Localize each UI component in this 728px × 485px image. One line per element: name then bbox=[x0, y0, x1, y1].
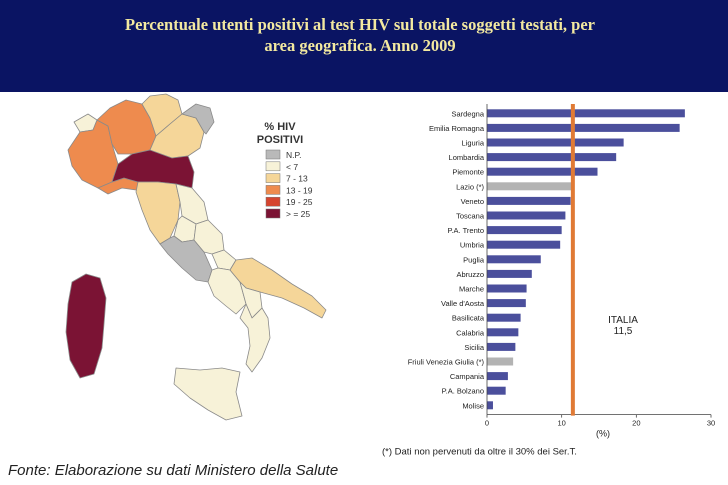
bar bbox=[487, 313, 521, 322]
x-tick-label: 10 bbox=[557, 419, 565, 428]
legend-title-line-2: POSITIVI bbox=[257, 134, 303, 146]
x-tick-label: 0 bbox=[485, 419, 489, 428]
legend-label: 7 - 13 bbox=[286, 174, 308, 184]
legend-title-line-1: % HIV bbox=[264, 121, 296, 133]
x-axis-label: (%) bbox=[596, 429, 610, 439]
category-label: Lombardia bbox=[449, 153, 485, 162]
bar bbox=[487, 109, 685, 118]
region-friuli bbox=[181, 103, 215, 135]
category-label: Abruzzo bbox=[456, 270, 484, 279]
category-label: Campania bbox=[450, 372, 485, 381]
region-toscana bbox=[135, 181, 181, 245]
category-label: Basilicata bbox=[452, 314, 485, 323]
region-calabria bbox=[239, 303, 271, 373]
title-line-2: area geografica. Anno 2009 bbox=[264, 36, 456, 55]
bar bbox=[487, 255, 541, 264]
bar bbox=[487, 240, 561, 249]
bar bbox=[487, 123, 680, 132]
region-sardegna bbox=[65, 273, 107, 379]
category-label: Friuli Venezia Giulia (*) bbox=[408, 358, 485, 367]
legend-label: 19 - 25 bbox=[286, 197, 313, 207]
legend-swatch bbox=[265, 161, 281, 172]
legend-label: N.P. bbox=[286, 150, 301, 160]
legend-swatch bbox=[265, 173, 281, 183]
italia-label: ITALIA bbox=[608, 315, 638, 326]
bar bbox=[487, 153, 617, 162]
category-label: Marche bbox=[459, 285, 484, 294]
category-label: Piemonte bbox=[452, 168, 484, 177]
category-label: Veneto bbox=[461, 197, 484, 206]
category-label: Sardegna bbox=[451, 109, 484, 118]
region-sicilia bbox=[173, 367, 243, 421]
category-label: P.A. Trento bbox=[447, 226, 484, 235]
legend-swatch bbox=[265, 196, 281, 207]
bar bbox=[487, 401, 493, 410]
category-label: Molise bbox=[462, 401, 484, 410]
bar bbox=[487, 372, 508, 381]
legend-swatch bbox=[265, 208, 281, 219]
bar bbox=[487, 226, 562, 235]
bar bbox=[487, 357, 514, 366]
title-line-1: Percentuale utenti positivi al test HIV … bbox=[124, 15, 596, 34]
bar bbox=[487, 167, 598, 176]
bar bbox=[487, 211, 566, 220]
category-label: Umbria bbox=[460, 241, 485, 250]
italia-value: 11,5 bbox=[614, 326, 633, 337]
legend-swatch bbox=[265, 149, 281, 160]
bar bbox=[487, 342, 516, 351]
page-title: Percentuale utenti positivi al test HIV … bbox=[40, 14, 680, 56]
chart-footnote: (*) Dati non pervenuti da oltre il 30% d… bbox=[382, 447, 577, 458]
category-label: Puglia bbox=[463, 255, 485, 264]
x-tick-label: 30 bbox=[707, 419, 715, 428]
bar bbox=[487, 138, 624, 147]
category-label: Valle d'Aosta bbox=[441, 299, 485, 308]
legend-label: > = 25 bbox=[286, 209, 310, 219]
legend-label: < 7 bbox=[286, 162, 298, 172]
category-label: P.A. Bolzano bbox=[442, 387, 484, 396]
x-tick-label: 20 bbox=[632, 419, 640, 428]
category-label: Toscana bbox=[456, 212, 485, 221]
bar bbox=[487, 196, 571, 205]
title-banner: Percentuale utenti positivi al test HIV … bbox=[0, 0, 728, 92]
bar-chart: Sardegna Emilia Romagna Liguria Lombardia Pi… bbox=[382, 104, 715, 458]
category-label: Calabria bbox=[456, 328, 485, 337]
category-label: Sicilia bbox=[464, 343, 484, 352]
category-label: Liguria bbox=[461, 139, 484, 148]
bar bbox=[487, 299, 526, 308]
bar bbox=[487, 182, 572, 191]
bar bbox=[487, 284, 527, 293]
source-note: Fonte: Elaborazione su dati Ministero de… bbox=[8, 462, 339, 479]
category-label: Emilia Romagna bbox=[429, 124, 485, 133]
bar bbox=[487, 386, 506, 395]
legend-label: 13 - 19 bbox=[286, 185, 313, 195]
category-label: Lazio (*) bbox=[456, 182, 484, 191]
legend-swatch bbox=[265, 185, 281, 195]
bar bbox=[487, 328, 519, 337]
bar bbox=[487, 269, 532, 278]
